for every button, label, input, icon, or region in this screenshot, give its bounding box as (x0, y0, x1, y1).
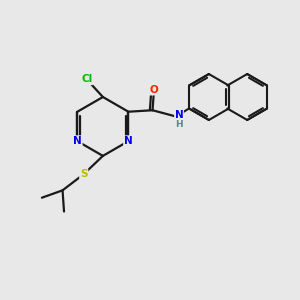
Text: Cl: Cl (81, 74, 92, 84)
Text: H: H (175, 120, 183, 129)
Text: O: O (150, 85, 158, 94)
Text: S: S (80, 169, 88, 179)
Text: N: N (124, 136, 133, 146)
Text: N: N (73, 136, 82, 146)
Text: N: N (175, 110, 183, 120)
